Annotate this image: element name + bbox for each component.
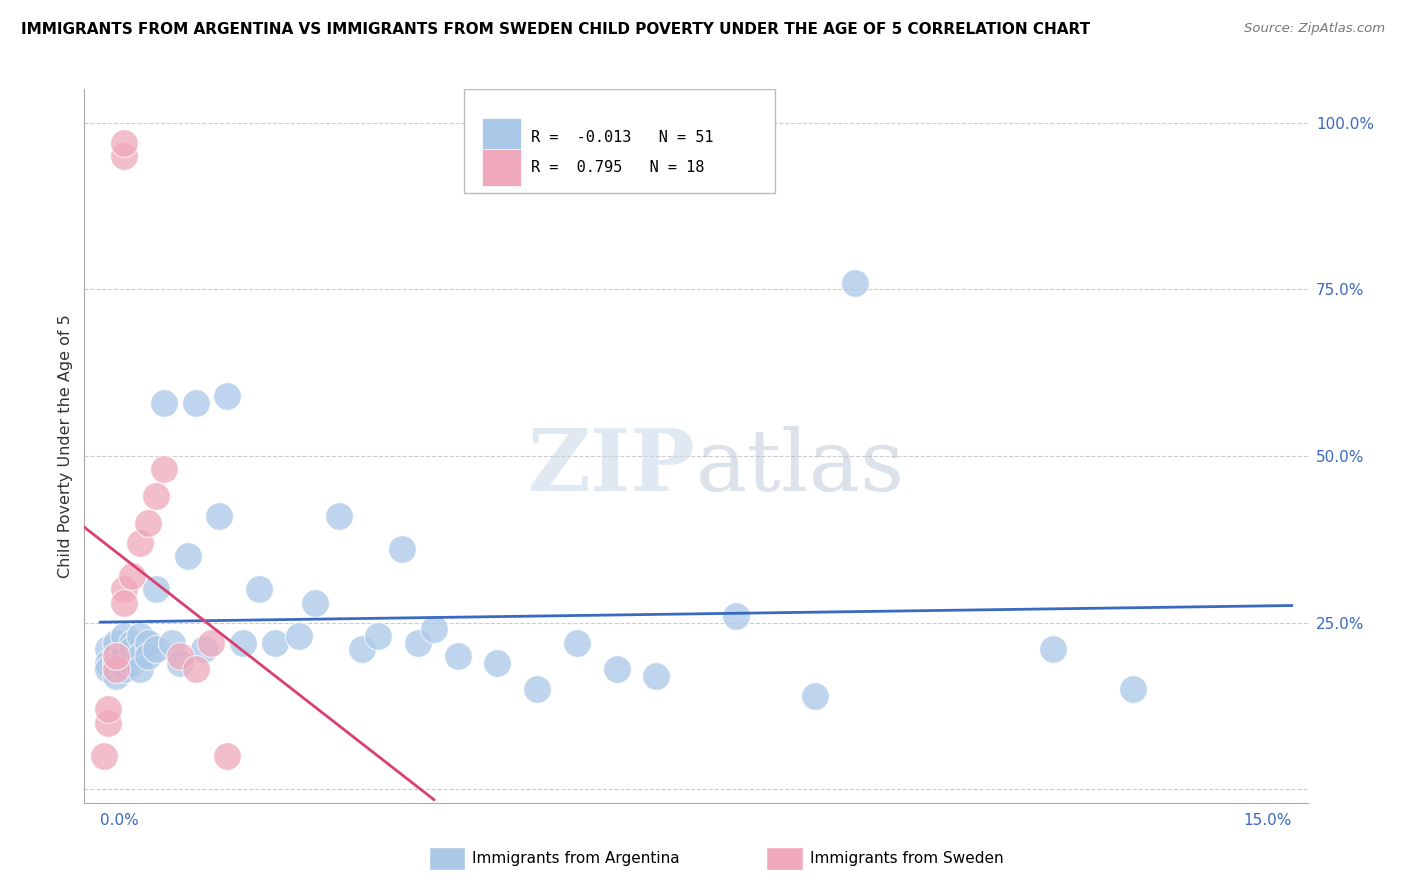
Text: R =  0.795   N = 18: R = 0.795 N = 18 [531, 161, 704, 175]
Point [391, 542, 413, 557]
Point [352, 642, 374, 657]
Point [121, 656, 143, 670]
Point [217, 749, 239, 764]
Point [247, 582, 270, 597]
Text: R =  -0.013   N = 51: R = -0.013 N = 51 [531, 129, 713, 145]
Point [193, 642, 215, 657]
Point [97, 702, 120, 716]
Text: IMMIGRANTS FROM ARGENTINA VS IMMIGRANTS FROM SWEDEN CHILD POVERTY UNDER THE AGE : IMMIGRANTS FROM ARGENTINA VS IMMIGRANTS … [21, 22, 1090, 37]
Text: Immigrants from Argentina: Immigrants from Argentina [472, 851, 681, 865]
Point [136, 516, 159, 530]
Point [565, 636, 588, 650]
Point [1042, 642, 1064, 657]
Point [1122, 682, 1144, 697]
Point [112, 629, 135, 643]
Point [217, 389, 239, 403]
Point [184, 395, 207, 409]
Point [145, 582, 167, 597]
Point [145, 489, 167, 503]
Point [447, 649, 470, 664]
Point [152, 395, 174, 409]
Point [97, 642, 120, 657]
Point [304, 596, 326, 610]
Point [152, 462, 174, 476]
Point [136, 636, 159, 650]
Point [232, 636, 254, 650]
Point [112, 662, 135, 676]
Point [97, 656, 120, 670]
Point [526, 682, 548, 697]
Point [176, 549, 198, 563]
Point [804, 689, 827, 703]
FancyBboxPatch shape [482, 119, 522, 155]
Point [97, 715, 120, 730]
Point [844, 276, 866, 290]
Point [208, 509, 231, 524]
Point [129, 649, 152, 664]
Point [486, 656, 509, 670]
Point [105, 669, 128, 683]
Point [112, 136, 135, 150]
Point [367, 629, 389, 643]
Text: 15.0%: 15.0% [1243, 813, 1292, 828]
Point [184, 662, 207, 676]
Point [328, 509, 350, 524]
Point [112, 642, 135, 657]
Point [406, 636, 429, 650]
Text: ZIP: ZIP [529, 425, 696, 509]
Point [129, 535, 152, 549]
Point [169, 656, 191, 670]
Point [169, 649, 191, 664]
Point [121, 569, 143, 583]
Y-axis label: Child Poverty Under the Age of 5: Child Poverty Under the Age of 5 [58, 314, 73, 578]
Point [423, 623, 446, 637]
Point [724, 609, 747, 624]
Text: 0.0%: 0.0% [100, 813, 139, 828]
Text: Source: ZipAtlas.com: Source: ZipAtlas.com [1244, 22, 1385, 36]
Point [105, 656, 128, 670]
FancyBboxPatch shape [464, 89, 776, 193]
Point [112, 649, 135, 664]
Point [121, 642, 143, 657]
Point [97, 662, 120, 676]
Point [200, 636, 222, 650]
Point [160, 636, 183, 650]
Point [288, 629, 311, 643]
Point [264, 636, 287, 650]
Point [145, 642, 167, 657]
Point [606, 662, 628, 676]
Point [112, 596, 135, 610]
Point [129, 629, 152, 643]
Text: atlas: atlas [696, 425, 905, 509]
Point [121, 636, 143, 650]
Point [105, 662, 128, 676]
Text: Immigrants from Sweden: Immigrants from Sweden [810, 851, 1004, 865]
Point [105, 649, 128, 664]
Point [129, 662, 152, 676]
Point [93, 749, 115, 764]
Point [112, 582, 135, 597]
Point [105, 636, 128, 650]
Point [136, 649, 159, 664]
Point [105, 649, 128, 664]
FancyBboxPatch shape [482, 149, 522, 186]
Point [112, 149, 135, 163]
Point [645, 669, 668, 683]
